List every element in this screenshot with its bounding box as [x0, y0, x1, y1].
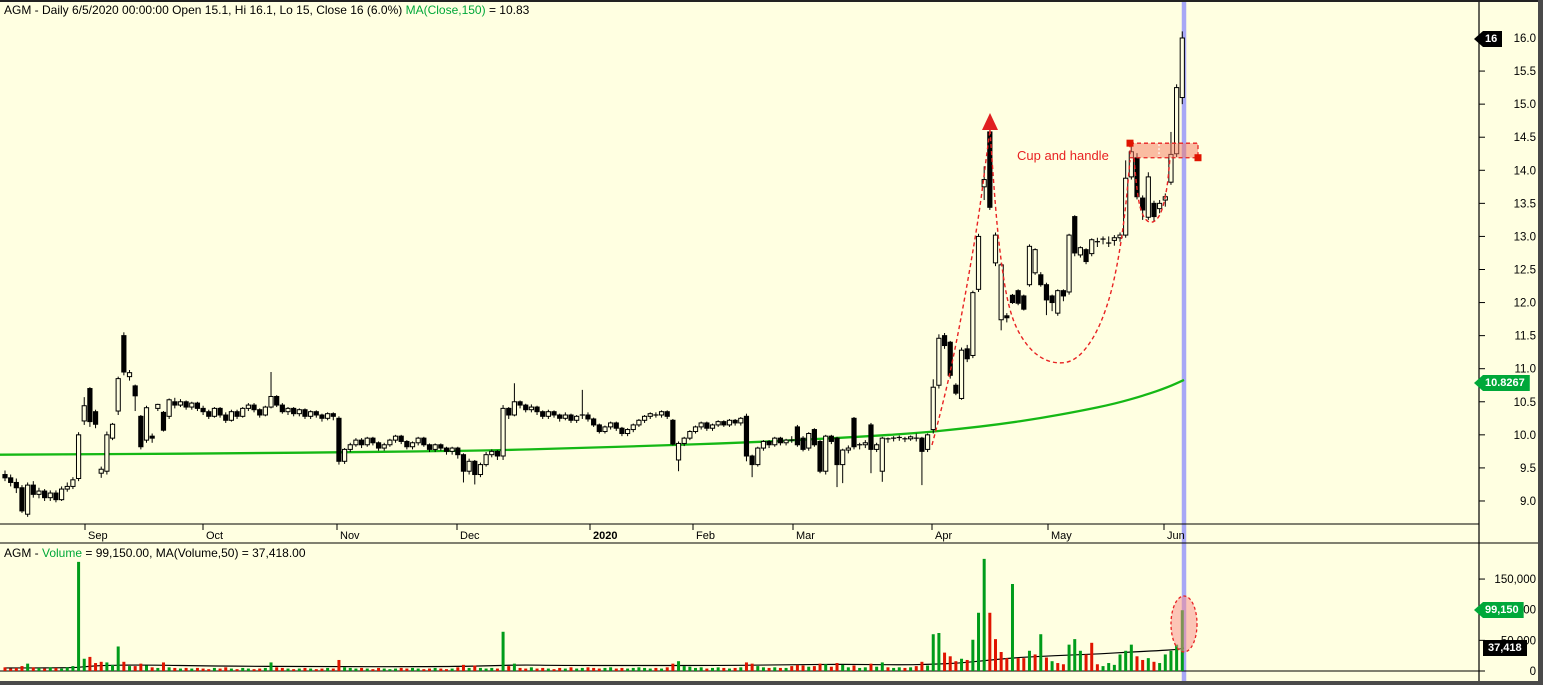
svg-text:Nov: Nov — [340, 530, 360, 542]
svg-text:0: 0 — [1530, 666, 1536, 678]
ma-price-callout: 10.8267 — [1474, 375, 1530, 391]
volume-title-symbol: AGM - — [4, 546, 42, 560]
svg-text:15.5: 15.5 — [1514, 66, 1536, 78]
svg-text:May: May — [1051, 530, 1072, 542]
volume-spike-ellipse[interactable] — [1170, 595, 1198, 653]
svg-text:Dec: Dec — [460, 530, 480, 542]
svg-text:11.5: 11.5 — [1514, 331, 1536, 343]
last-price-callout: 16 — [1474, 31, 1503, 47]
rect-handle-topleft[interactable] — [1126, 139, 1134, 147]
svg-text:12.0: 12.0 — [1514, 298, 1536, 310]
breakout-zone-rect[interactable] — [1129, 142, 1199, 159]
svg-text:14.5: 14.5 — [1514, 132, 1536, 144]
svg-text:Oct: Oct — [206, 530, 223, 542]
svg-text:12.5: 12.5 — [1514, 264, 1536, 276]
svg-text:Feb: Feb — [696, 530, 715, 542]
svg-text:16.0: 16.0 — [1514, 33, 1536, 45]
volume-bars-layer — [3, 558, 1184, 671]
svg-text:9.5: 9.5 — [1520, 463, 1536, 475]
svg-text:14.0: 14.0 — [1514, 165, 1536, 177]
peak-triangle-marker — [982, 113, 998, 130]
handle-curve — [1133, 157, 1171, 223]
rect-handle-bottomright[interactable] — [1194, 154, 1202, 162]
spike-left-curve — [931, 129, 991, 446]
cup-and-handle-annotation[interactable] — [931, 113, 1202, 653]
volume-ma-callout: 37,418 — [1483, 640, 1527, 656]
volume-pane-title: AGM - Volume = 99,150.00, MA(Volume,50) … — [4, 546, 306, 560]
main-title-ma-value: = 10.83 — [485, 3, 530, 17]
svg-text:Jun: Jun — [1167, 530, 1185, 542]
cup-curve — [989, 129, 1131, 364]
svg-text:10.0: 10.0 — [1514, 430, 1536, 442]
window-border-bottom — [0, 681, 1543, 685]
svg-text:13.0: 13.0 — [1514, 231, 1536, 243]
svg-text:13.5: 13.5 — [1514, 198, 1536, 210]
svg-text:11.0: 11.0 — [1514, 364, 1536, 376]
main-title-ma-label: MA(Close,150) — [405, 3, 486, 17]
last-volume-callout: 99,150 — [1474, 602, 1524, 618]
window-border-top — [0, 0, 1543, 2]
ma-close-150-line — [0, 378, 1185, 456]
volume-title-values: = 99,150.00, MA(Volume,50) = 37,418.00 — [82, 546, 306, 560]
volume-title-label: Volume — [42, 546, 83, 560]
window-border-right — [1538, 0, 1543, 685]
svg-text:15.0: 15.0 — [1514, 99, 1536, 111]
price-axis-labels: 16.0 15.5 15.0 14.5 14.0 13.5 13.0 12.5 12.0 11.5… — [1479, 33, 1536, 508]
svg-text:10.5: 10.5 — [1514, 397, 1536, 409]
svg-text:9.0: 9.0 — [1520, 496, 1536, 508]
svg-text:Sep: Sep — [88, 530, 108, 542]
candles-layer — [2, 31, 1185, 517]
x-axis-month-labels: Sep Oct Nov Dec 2020 Feb Mar Apr May Jun — [84, 524, 1185, 542]
svg-text:2020: 2020 — [593, 530, 617, 542]
svg-text:Mar: Mar — [796, 530, 815, 542]
main-chart-title: AGM - Daily 6/5/2020 00:00:00 Open 15.1,… — [4, 3, 529, 17]
main-title-ohlc: AGM - Daily 6/5/2020 00:00:00 Open 15.1,… — [4, 3, 406, 17]
cup-and-handle-annotation-label[interactable]: Cup and handle — [1017, 148, 1109, 163]
svg-text:Apr: Apr — [935, 530, 952, 542]
svg-text:150,000: 150,000 — [1494, 574, 1536, 586]
